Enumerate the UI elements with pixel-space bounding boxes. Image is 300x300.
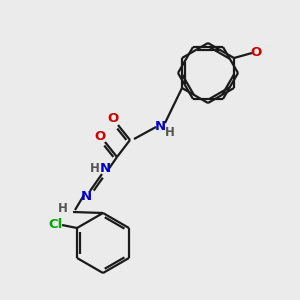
Text: N: N [80, 190, 92, 203]
Text: H: H [58, 202, 68, 214]
Text: H: H [90, 163, 100, 176]
Text: Cl: Cl [48, 218, 62, 232]
Text: N: N [99, 163, 111, 176]
Text: N: N [154, 119, 166, 133]
Text: H: H [165, 125, 175, 139]
Text: O: O [250, 46, 262, 59]
Text: O: O [107, 112, 118, 125]
Text: O: O [94, 130, 106, 142]
